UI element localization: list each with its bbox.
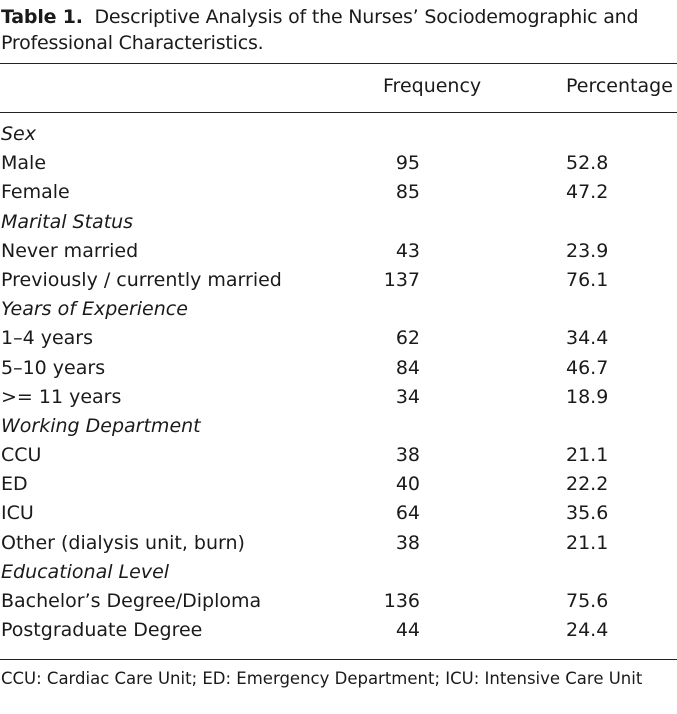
top-rule (0, 63, 677, 64)
row-label: 5–10 years (1, 356, 106, 379)
table-row: Other (dialysis unit, burn) 38 21.1 (0, 529, 677, 558)
section-label: Marital Status (1, 210, 134, 233)
section-header-row: Working Department (0, 412, 677, 441)
section-header-row: Years of Experience (0, 295, 677, 324)
frequency-cell: 62 (395, 327, 420, 350)
frequency-cell: 84 (395, 356, 420, 379)
percentage-cell: 24.4 (566, 619, 609, 642)
percentage-cell: 52.8 (566, 152, 609, 175)
table-row: Bachelor’s Degree/Diploma 136 75.6 (0, 587, 677, 616)
frequency-cell: 95 (395, 152, 420, 175)
table-row: 1–4 years 62 34.4 (0, 324, 677, 353)
row-label: CCU (1, 444, 42, 467)
row-label: >= 11 years (1, 385, 122, 408)
frequency-cell: 136 (383, 590, 420, 612)
row-label: Postgraduate Degree (1, 619, 203, 642)
row-label: 1–4 years (1, 327, 94, 350)
section-header-row: Sex (0, 120, 677, 149)
table-row: 5–10 years 84 46.7 (0, 354, 677, 383)
row-label: Bachelor’s Degree/Diploma (1, 590, 262, 612)
section-header-row: Educational Level (0, 558, 677, 587)
row-label: Male (1, 152, 47, 175)
percentage-cell: 76.1 (566, 268, 609, 291)
column-header-percentage: Percentage (566, 75, 673, 97)
percentage-cell: 35.6 (566, 502, 609, 525)
frequency-cell: 44 (395, 619, 420, 642)
table-row: Male 95 52.8 (0, 149, 677, 178)
frequency-cell: 38 (395, 531, 420, 554)
section-label: Working Department (1, 414, 201, 437)
percentage-cell: 46.7 (566, 356, 609, 379)
table-row: ICU 64 35.6 (0, 499, 677, 528)
frequency-cell: 85 (395, 181, 420, 204)
table-row: Never married 43 23.9 (0, 237, 677, 266)
bottom-rule (0, 659, 677, 660)
table-row: >= 11 years 34 18.9 (0, 383, 677, 412)
row-label: ED (1, 473, 28, 496)
percentage-cell: 23.9 (566, 239, 609, 262)
section-label: Years of Experience (1, 298, 188, 321)
table-body: Sex Male 95 52.8 Female 85 47.2 Marital Status N… (0, 120, 677, 645)
frequency-cell: 64 (395, 502, 420, 525)
percentage-cell: 18.9 (566, 385, 609, 408)
table-title: Descriptive Analysis of the Nurses’ Soci… (1, 6, 639, 54)
table-row: Postgraduate Degree 44 24.4 (0, 616, 677, 645)
section-label: Sex (1, 123, 36, 145)
section-label: Educational Level (1, 560, 170, 583)
table-caption: Table 1. Descriptive Analysis of the Nur… (1, 4, 677, 56)
table-number: Table 1. (1, 6, 83, 28)
frequency-cell: 34 (395, 385, 420, 408)
percentage-cell: 34.4 (566, 327, 609, 350)
percentage-cell: 21.1 (566, 531, 609, 554)
percentage-cell: 21.1 (566, 444, 609, 467)
frequency-cell: 43 (395, 239, 420, 262)
header-rule (0, 112, 677, 113)
section-header-row: Marital Status (0, 208, 677, 237)
percentage-cell: 47.2 (566, 181, 609, 204)
percentage-cell: 75.6 (566, 590, 609, 612)
table-row: Female 85 47.2 (0, 178, 677, 207)
row-label: Female (1, 181, 70, 204)
frequency-cell: 40 (395, 473, 420, 496)
frequency-cell: 137 (383, 268, 420, 291)
table-row: Previously / currently married 137 76.1 (0, 266, 677, 295)
row-label: Other (dialysis unit, burn) (1, 531, 245, 554)
frequency-cell: 38 (395, 444, 420, 467)
row-label: Previously / currently married (1, 268, 282, 291)
column-header-frequency: Frequency (383, 75, 482, 97)
row-label: Never married (1, 239, 139, 262)
row-label: ICU (1, 502, 34, 525)
table-row: ED 40 22.2 (0, 470, 677, 499)
table-row: CCU 38 21.1 (0, 441, 677, 470)
percentage-cell: 22.2 (566, 473, 609, 496)
table-footnote: CCU: Cardiac Care Unit; ED: Emergency De… (1, 669, 643, 688)
